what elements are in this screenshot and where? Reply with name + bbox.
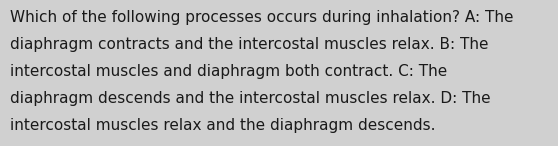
Text: intercostal muscles and diaphragm both contract. C: The: intercostal muscles and diaphragm both c…	[10, 64, 448, 79]
Text: diaphragm contracts and the intercostal muscles relax. B: The: diaphragm contracts and the intercostal …	[10, 37, 489, 52]
Text: Which of the following processes occurs during inhalation? A: The: Which of the following processes occurs …	[10, 10, 513, 25]
Text: intercostal muscles relax and the diaphragm descends.: intercostal muscles relax and the diaphr…	[10, 118, 436, 133]
Text: diaphragm descends and the intercostal muscles relax. D: The: diaphragm descends and the intercostal m…	[10, 91, 490, 106]
